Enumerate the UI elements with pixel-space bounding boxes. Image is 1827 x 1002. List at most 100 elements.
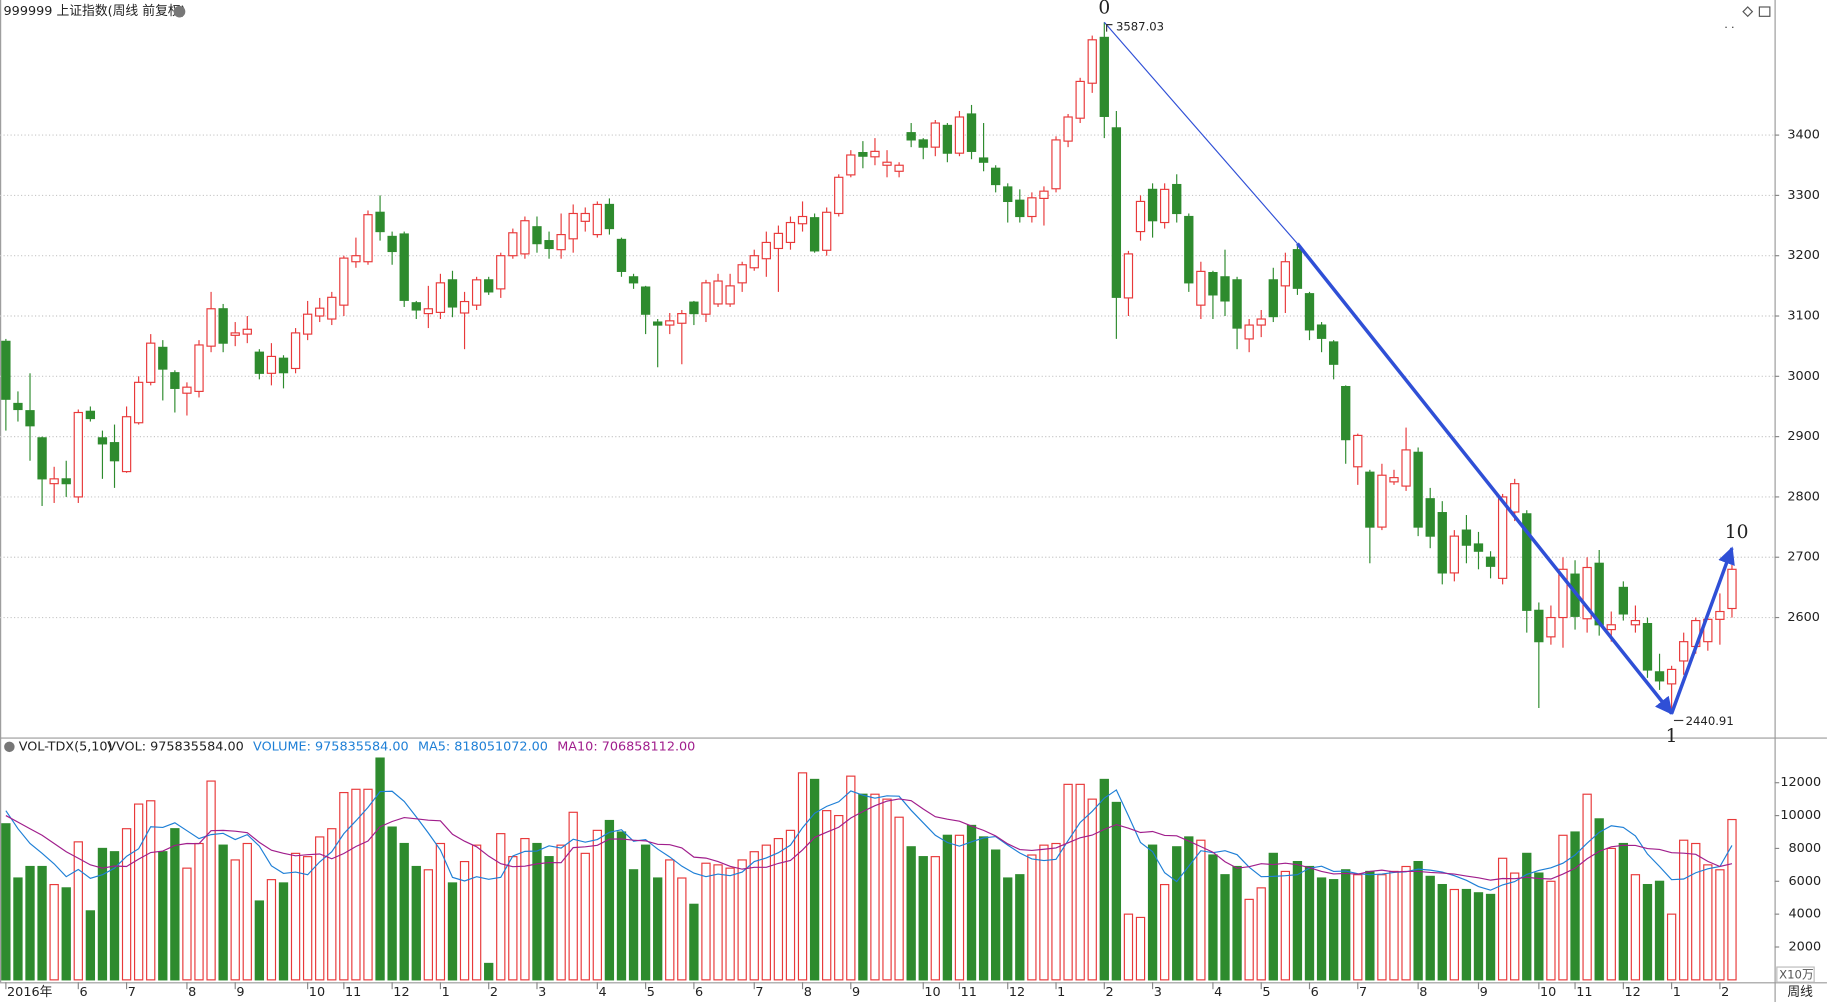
candle-body xyxy=(85,410,96,420)
candle-body xyxy=(351,255,361,263)
candle-body xyxy=(411,302,421,311)
candle-body xyxy=(49,478,59,485)
x-tick-label: 5 xyxy=(1262,985,1270,1000)
volume-bar xyxy=(206,780,216,981)
title-icon[interactable] xyxy=(173,5,186,18)
volume-bar xyxy=(1220,874,1230,981)
candle-body xyxy=(1654,671,1665,682)
volume-bar xyxy=(399,842,409,981)
volume-bar xyxy=(1099,778,1109,981)
volume-bar xyxy=(966,824,977,981)
candle-body xyxy=(1075,80,1085,119)
volume-bar xyxy=(858,793,868,981)
candle-body xyxy=(1401,449,1411,487)
volume-bar xyxy=(508,856,518,981)
volume-bar xyxy=(1594,818,1604,981)
volume-bar xyxy=(1558,834,1568,981)
volume-bar xyxy=(1642,883,1653,981)
candle-body xyxy=(1087,39,1097,84)
volume-bar xyxy=(954,834,965,981)
candle-body xyxy=(834,176,844,215)
indicator-icon[interactable] xyxy=(4,741,15,753)
candle-body xyxy=(1256,318,1266,326)
y-tick-label: 3400 xyxy=(1787,128,1820,143)
trend-line xyxy=(1103,21,1298,245)
candle-body xyxy=(375,211,385,233)
volume-bar xyxy=(1618,842,1628,981)
x-tick-label: 2 xyxy=(1105,985,1113,1000)
wave-label: 10 xyxy=(1725,522,1749,543)
candle-body xyxy=(1715,610,1725,620)
volume-bar xyxy=(387,826,397,981)
candle-body xyxy=(399,233,409,301)
candle-body xyxy=(25,410,35,427)
volume-bar xyxy=(447,882,458,981)
x-tick-label: 10 xyxy=(1540,985,1556,1000)
candle-body xyxy=(206,308,216,347)
volume-bar xyxy=(1425,875,1435,981)
x-tick-label: 6 xyxy=(1311,985,1319,1000)
candle-body xyxy=(1316,324,1327,339)
x-tick-label: 11 xyxy=(961,985,977,1000)
candle-body xyxy=(991,167,1001,186)
candle-body xyxy=(1147,188,1158,222)
volume-bar xyxy=(182,867,192,981)
x-tick-label: 12 xyxy=(393,985,409,1000)
candle-body xyxy=(61,478,71,485)
candle-body xyxy=(870,150,880,158)
y-tick-label: 2700 xyxy=(1787,550,1820,565)
volume-bar xyxy=(701,862,711,981)
volume-bar xyxy=(532,842,542,981)
candle-body xyxy=(846,154,856,176)
volume-bar xyxy=(689,903,699,981)
volume-bar xyxy=(677,877,687,981)
volume-bar xyxy=(520,837,530,981)
volume-bar xyxy=(1377,874,1387,981)
volume-bar xyxy=(230,859,240,981)
x-tick-label: 10 xyxy=(309,985,325,1000)
volume-bar xyxy=(61,887,71,981)
candle-body xyxy=(508,232,518,257)
volume-bar xyxy=(290,852,301,981)
candle-body xyxy=(290,332,301,370)
volume-bar xyxy=(1703,864,1713,981)
volume-bar xyxy=(97,847,108,981)
candle-body xyxy=(1485,556,1496,567)
candle-body xyxy=(1558,568,1568,619)
candle-body xyxy=(773,232,784,250)
volume-bar xyxy=(1727,818,1737,981)
candle-body xyxy=(1582,566,1592,620)
candle-body xyxy=(1184,215,1194,284)
volume-bar xyxy=(906,846,916,981)
candle-body xyxy=(592,203,602,236)
x-tick-label: 3 xyxy=(1154,985,1162,1000)
candle-body xyxy=(894,164,904,172)
candle-body xyxy=(1413,451,1423,528)
volume-bar xyxy=(1003,877,1013,981)
candle-body xyxy=(1727,568,1737,610)
candle-body xyxy=(1172,183,1182,215)
volume-bar xyxy=(773,837,784,981)
candle-body xyxy=(713,280,723,305)
volume-bar xyxy=(749,851,759,981)
wave-label: 1 xyxy=(1666,726,1678,747)
diamond-icon[interactable] xyxy=(1742,6,1754,18)
volume-bar xyxy=(1087,798,1097,981)
volume-bar xyxy=(146,800,156,981)
candle-body xyxy=(978,157,989,163)
volume-bar xyxy=(1244,898,1254,981)
candle-body xyxy=(761,241,771,260)
candle-body xyxy=(1099,36,1109,117)
volume-bar xyxy=(315,836,325,981)
volume-bar xyxy=(1485,893,1496,981)
volume-bar xyxy=(978,836,989,981)
candle-body xyxy=(1522,513,1532,611)
window-icon[interactable] xyxy=(1758,6,1771,17)
candle-body xyxy=(254,351,265,374)
price-pointer xyxy=(1106,24,1113,32)
candle-body xyxy=(423,308,434,315)
candle-body xyxy=(1268,279,1278,318)
